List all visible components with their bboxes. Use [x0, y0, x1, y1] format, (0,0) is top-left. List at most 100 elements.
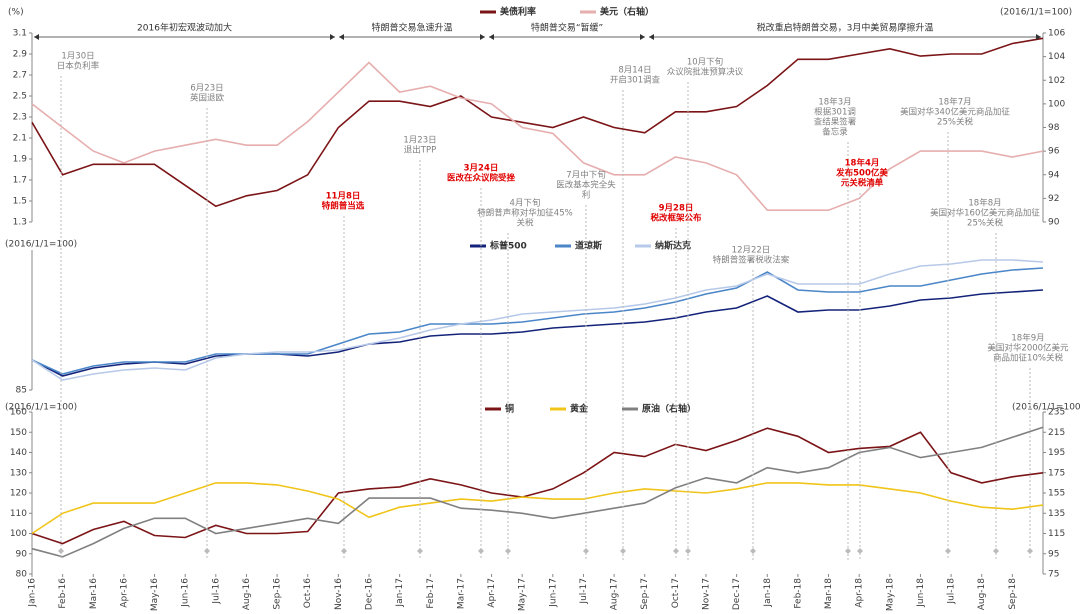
legend-label: 美元（右轴） [600, 6, 654, 18]
annotation: 18年4月 [845, 158, 880, 169]
series-line [31, 267, 1044, 375]
event-marker [204, 548, 210, 554]
event-marker [857, 548, 863, 554]
x-tick-label: Nov-16 [334, 578, 344, 610]
x-tick-label: Nov-17 [702, 578, 712, 610]
y-tick-label: 2.9 [13, 50, 28, 60]
annotation: 8月14日 [618, 66, 651, 76]
x-tick-label: Jul-17 [579, 578, 589, 605]
annotation: 特朗普签署税收法案 [713, 255, 790, 266]
y2-axis-label: (2016/1/1=100) [1012, 403, 1080, 413]
x-tick-label: Feb-16 [58, 578, 68, 609]
annotation: 医改基本完全失 [556, 180, 616, 191]
annotation: 18年3月 [818, 97, 851, 108]
x-tick-label: Feb-18 [793, 578, 803, 609]
annotation: 利 [582, 190, 591, 201]
x-tick-label: Oct-17 [671, 578, 681, 608]
y2-tick-label: 96 [1048, 147, 1060, 157]
x-tick-label: Aug-16 [242, 578, 252, 611]
x-tick-label: Sep-16 [273, 578, 283, 610]
event-marker [685, 548, 691, 554]
y-tick-label: 1.5 [13, 197, 27, 207]
annotation: 9月28日 [659, 204, 694, 214]
y-tick-label: 2.1 [13, 134, 27, 144]
annotation: 12月22日 [732, 246, 771, 256]
annotation: 日本负利率 [57, 61, 100, 72]
annotation: 25%关税 [937, 117, 973, 128]
event-marker [750, 548, 756, 554]
x-tick-label: Apr-17 [487, 578, 497, 608]
annotation: 美国对华2000亿美元 [987, 343, 1069, 354]
y-tick-label: 1.9 [13, 155, 28, 165]
series-line [31, 259, 1044, 381]
x-tick-label: Apr-18 [855, 578, 865, 608]
annotation: 商品加征10%关税 [993, 353, 1063, 364]
y2-tick-label: 135 [1048, 509, 1065, 519]
event-marker [417, 548, 423, 554]
y2-axis-label: (2016/1/1=100) [1000, 8, 1072, 18]
annotation: 25%关税 [967, 218, 1003, 229]
event-marker [478, 548, 484, 554]
y2-tick-label: 94 [1048, 170, 1060, 180]
y2-tick-label: 95 [1048, 549, 1059, 559]
phase-label: 2016年初宏观波动加大 [137, 22, 232, 34]
y-axis-label: (%) [8, 8, 24, 18]
y2-tick-label: 215 [1048, 428, 1065, 438]
annotation: 7月中下旬 [566, 170, 605, 181]
y-tick-label: 100 [10, 529, 27, 539]
y2-tick-label: 235 [1048, 408, 1065, 418]
y2-tick-label: 155 [1048, 489, 1065, 499]
annotation: 18年7月 [938, 97, 971, 108]
y-tick-label: 110 [10, 509, 27, 519]
y2-tick-label: 115 [1048, 529, 1065, 539]
annotation: 美国对华340亿美元商品加征 [900, 107, 1010, 118]
series-line [31, 482, 1044, 535]
annotation: 查结果签署 [814, 117, 857, 128]
legend-label: 美债利率 [500, 6, 536, 18]
y-axis-label: (2016/1/1=100) [5, 403, 77, 413]
x-tick-label: Jun-17 [548, 578, 558, 608]
y2-tick-label: 195 [1048, 448, 1065, 458]
y-tick-label: 2.5 [13, 92, 27, 102]
annotation: 英国退欧 [190, 93, 225, 104]
y-tick-label: 1.7 [13, 176, 27, 186]
x-tick-label: Sep-17 [640, 578, 650, 610]
annotation: 开启301调查 [610, 75, 661, 86]
phase-label: 特朗普交易急速升温 [371, 22, 452, 34]
event-marker [993, 548, 999, 554]
annotation: 6月23日 [190, 84, 223, 94]
x-tick-label: Sep-18 [1008, 578, 1018, 610]
annotation: 18年8月 [968, 198, 1001, 209]
y-axis-label: (2016/1/1=100) [5, 240, 77, 250]
annotation: 美国对华160亿美元商品加征 [930, 208, 1040, 219]
x-tick-label: Dec-17 [732, 578, 742, 610]
phase-label: 特朗普交易“暂缓” [531, 22, 603, 34]
annotation: 3月24日 [464, 164, 499, 174]
annotation: 元关税清单 [841, 178, 884, 189]
y2-tick-label: 100 [1048, 99, 1065, 109]
event-marker [583, 548, 589, 554]
y2-tick-label: 106 [1048, 29, 1065, 39]
annotation: 1月23日 [403, 136, 436, 146]
y2-tick-label: 90 [1048, 218, 1060, 228]
x-tick-label: Oct-16 [303, 578, 313, 609]
annotation: 4月下旬 [510, 198, 541, 209]
y2-tick-label: 92 [1048, 194, 1059, 204]
annotation: 备忘录 [822, 127, 848, 138]
legend-label: 纳斯达克 [655, 240, 691, 252]
y-tick-label: 90 [16, 549, 28, 559]
x-tick-label: Aug-17 [610, 578, 620, 610]
series-line [31, 426, 1044, 558]
series-line [31, 37, 1044, 208]
event-marker [505, 548, 511, 554]
x-tick-label: Aug-18 [977, 578, 987, 611]
x-tick-label: Jan-16 [28, 578, 38, 608]
annotation: 医改在众议院受挫 [447, 173, 516, 184]
annotation: 特朗普当选 [322, 201, 365, 212]
y-tick-label: 80 [16, 570, 28, 580]
annotation: 众议院批准预算决议 [667, 67, 744, 78]
y2-tick-label: 175 [1048, 468, 1065, 478]
x-tick-label: Mar-17 [456, 578, 466, 609]
event-marker [673, 548, 679, 554]
